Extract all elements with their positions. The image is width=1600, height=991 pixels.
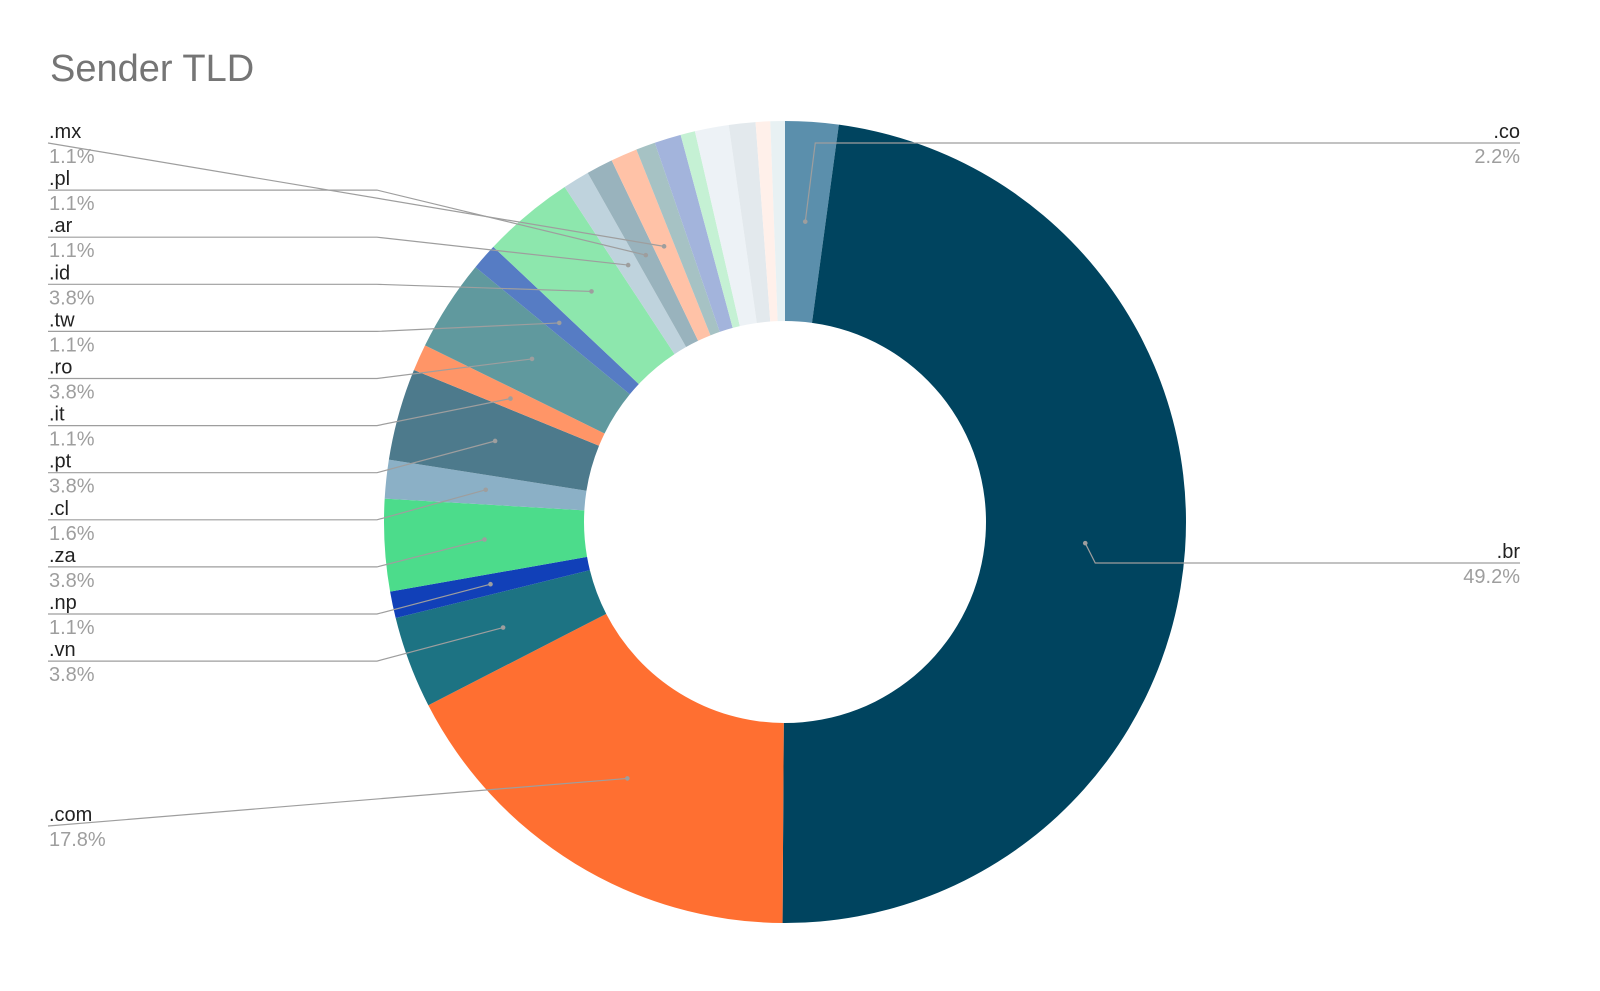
slice-label-tw: .tw [49, 309, 75, 331]
leader-line-za [48, 538, 485, 568]
slice-unlabeled-21 [770, 121, 785, 322]
leader-dot-it [508, 396, 513, 401]
slice-value-np: 1.1% [49, 617, 95, 639]
slice-value-vn: 3.8% [49, 664, 95, 686]
slice-label-ro: .ro [49, 357, 72, 379]
slice-unlabeled-20 [755, 121, 778, 322]
leader-line-it [48, 397, 511, 427]
slice-id [493, 186, 675, 385]
leader-dot-np [488, 581, 493, 587]
leader-dot-za [482, 537, 487, 542]
leader-line-pt [48, 440, 496, 474]
slice-value-pl: 1.1% [49, 193, 95, 215]
slice-unlabeled-18 [694, 124, 757, 327]
slice-vn [395, 570, 607, 706]
slice-label-mx: .mx [49, 121, 81, 143]
leader-line-vn [48, 626, 504, 662]
slice-tw [475, 246, 639, 395]
slice-value-za: 3.8% [49, 570, 95, 592]
slice-value-tw: 1.1% [49, 334, 95, 356]
leader-line-pl [48, 189, 646, 256]
leader-line-ar [48, 236, 629, 266]
slice-ro [425, 267, 630, 434]
slice-mx [611, 149, 711, 341]
slice-value-br: 49.2% [1463, 566, 1520, 588]
slice-ar [564, 172, 687, 355]
slice-com [428, 613, 784, 923]
slice-unlabeled-16 [654, 134, 733, 332]
slice-label-cl: .cl [49, 498, 69, 520]
slice-label-np: .np [49, 592, 77, 614]
slice-label-br: .br [1497, 541, 1521, 563]
slice-value-ar: 1.1% [49, 240, 95, 262]
leaders-group [47, 142, 1520, 827]
slice-cl [384, 459, 587, 511]
slices-group [384, 121, 1187, 924]
leader-line-mx [47, 142, 665, 247]
slice-value-pt: 3.8% [49, 476, 95, 498]
slice-label-pt: .pt [49, 451, 72, 473]
slice-value-co: 2.2% [1474, 146, 1520, 168]
slice-unlabeled-15 [636, 142, 720, 336]
leader-dot-id [589, 289, 594, 294]
leader-line-id [48, 283, 592, 293]
slice-value-cl: 1.6% [49, 523, 95, 545]
slice-co [785, 121, 839, 323]
slice-unlabeled-17 [680, 131, 740, 328]
leader-line-br [1084, 542, 1520, 564]
slice-label-ar: .ar [49, 215, 73, 237]
leader-line-np [48, 583, 491, 615]
slice-label-com: .com [49, 804, 92, 826]
slice-label-za: .za [49, 545, 77, 567]
slice-unlabeled-19 [728, 122, 771, 323]
leader-line-cl [48, 489, 486, 521]
slice-pt [388, 369, 600, 491]
slice-value-it: 1.1% [49, 429, 95, 451]
leader-line-tw [48, 322, 560, 332]
slice-np [390, 556, 590, 619]
slice-za [384, 498, 588, 592]
leader-line-ro [48, 358, 533, 380]
slice-pl [587, 160, 699, 348]
slice-value-id: 3.8% [49, 287, 95, 309]
slice-value-mx: 1.1% [49, 146, 95, 168]
slice-value-com: 17.8% [49, 829, 106, 851]
slice-value-ro: 3.8% [49, 382, 95, 404]
slice-label-it: .it [49, 404, 65, 426]
slice-label-pl: .pl [49, 168, 70, 190]
leader-line-co [804, 142, 1520, 222]
labels-group: .co2.2%.br49.2%.com17.8%.vn3.8%.np1.1%.z… [49, 121, 1520, 851]
slice-br [782, 124, 1187, 924]
slice-label-vn: .vn [49, 639, 76, 661]
slice-label-co: .co [1493, 121, 1520, 143]
leader-line-com [47, 777, 628, 827]
chart-title: Sender TLD [50, 48, 254, 90]
slice-label-id: .id [49, 262, 70, 284]
slice-it [413, 345, 605, 446]
